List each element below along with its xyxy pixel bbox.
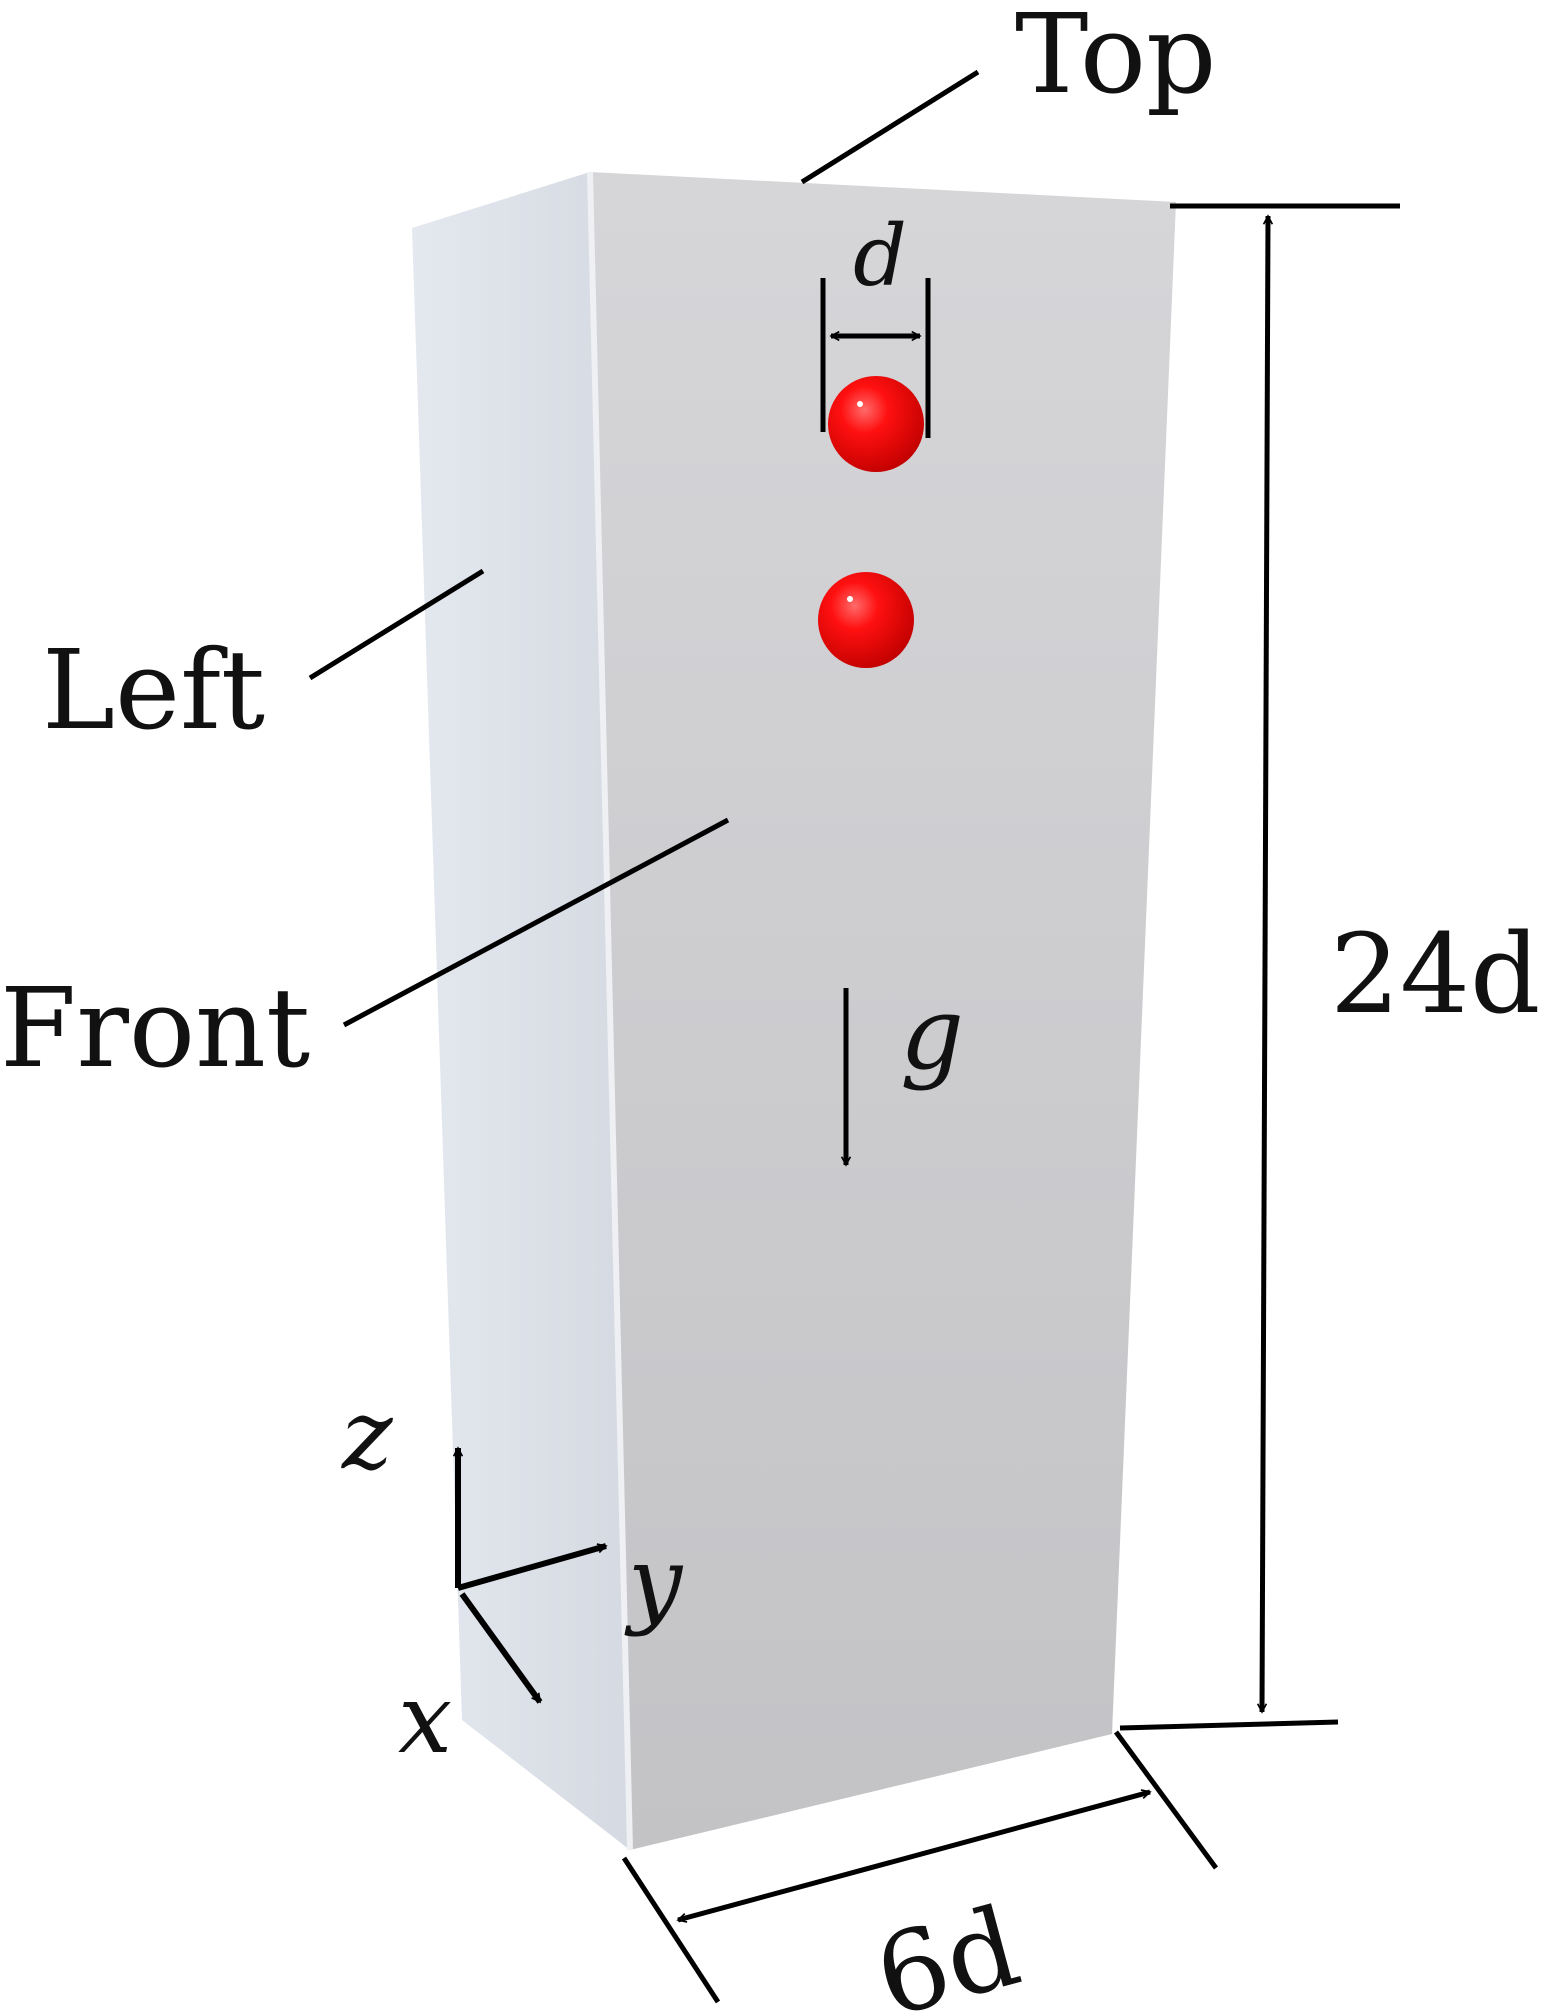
particle [828, 376, 924, 472]
particle-highlight [847, 596, 853, 602]
left-label: Left [42, 626, 265, 754]
x-axis-label: x [398, 1663, 452, 1775]
gravity-label: g [900, 975, 964, 1092]
y-axis-label: y [624, 1526, 684, 1638]
top-leader-line [802, 72, 978, 182]
front-label: Front [0, 964, 310, 1092]
diameter-label: d [853, 207, 907, 305]
width-label: 6d [863, 1882, 1032, 2016]
particle-highlight [857, 401, 863, 407]
z-axis-label: z [341, 1379, 394, 1491]
height-label: 24d [1330, 910, 1540, 1038]
particle [818, 572, 914, 668]
channel-box [412, 172, 1176, 1850]
top-label: Top [1015, 0, 1216, 118]
